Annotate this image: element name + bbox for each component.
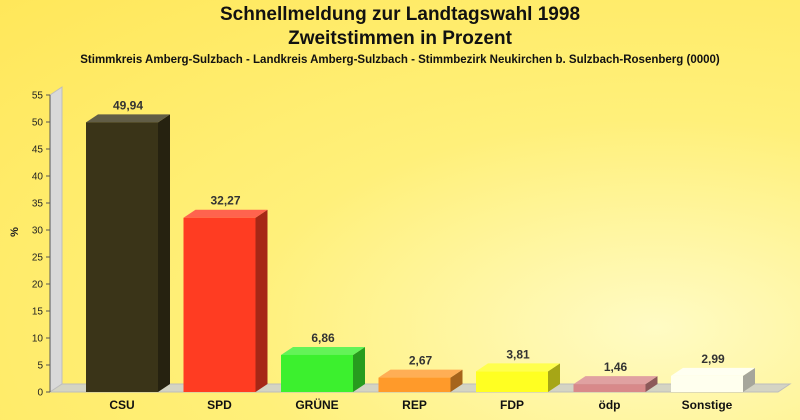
bar-value-label: 2,99 [701,352,725,366]
x-category-label: SPD [207,398,232,412]
y-tick-label: 45 [32,145,44,156]
y-tick-label: 20 [32,280,44,291]
chart-subtitle: Stimmkreis Amberg-Sulzbach - Landkreis A… [80,54,720,66]
bar-spd [183,217,256,392]
bar-top [183,209,268,218]
bar-top [378,369,463,378]
x-category-label: REP [402,398,427,412]
x-category-label: CSU [109,398,134,412]
bar-grüne [281,354,353,392]
bar-sonstige [671,375,743,392]
x-category-label: GRÜNE [295,397,338,412]
bar-ödp [573,384,646,392]
bar-value-label: 6,86 [311,331,335,345]
bar-csu [86,122,158,392]
bar-side [548,363,560,392]
bar-side [450,369,463,392]
y-tick-label: 5 [37,361,43,372]
y-tick-label: 55 [32,91,44,102]
bar-side [353,346,365,392]
bar-top [671,367,755,376]
y-tick-label: 10 [32,334,44,345]
bar-value-label: 2,67 [409,354,433,368]
bar-rep [378,377,451,392]
chart-title: Schnellmeldung zur Landtagswahl 1998 [219,4,581,25]
bar-value-label: 49,94 [113,98,143,112]
chart-title-line2: Zweitstimmen in Prozent [288,28,512,49]
bar-value-label: 32,27 [210,194,240,208]
y-tick-label: 35 [32,199,44,210]
bar-side [158,114,170,392]
x-category-label: Sonstige [682,398,733,412]
bar-value-label: 3,81 [506,347,530,361]
x-category-label: FDP [500,398,524,412]
bar-fdp [476,371,548,392]
y-tick-label: 0 [37,388,43,399]
bar-top [86,114,170,123]
bar-value-label: 1,46 [604,360,628,374]
bar-top [476,363,560,372]
y-tick-label: 40 [32,172,44,183]
bar-top [573,376,658,385]
y-tick-label: 30 [32,226,44,237]
bar-side [743,367,755,392]
y-tick-label: 50 [32,118,44,129]
bar-side [645,376,658,392]
y-tick-label: 25 [32,253,44,264]
bar-side [255,209,268,392]
y-tick-label: 15 [32,307,44,318]
bar-top [281,346,365,355]
x-category-label: ödp [599,398,621,412]
left-wall [49,86,63,393]
